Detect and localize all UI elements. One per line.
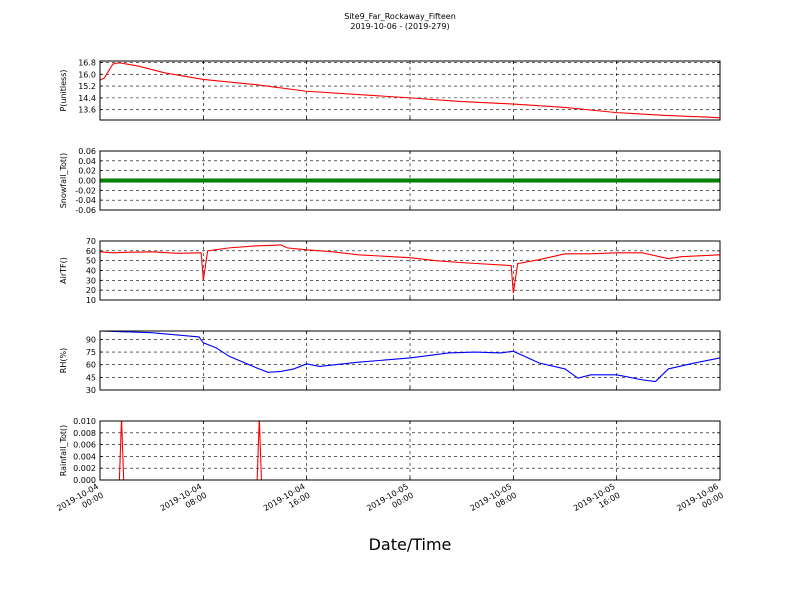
y-tick-label: 0.06: [78, 147, 96, 156]
y-tick-label: 0.04: [78, 157, 96, 166]
panels: 13.614.415.216.016.8P(unitless)-0.06-0.0…: [59, 58, 721, 485]
y-tick-label: 0.008: [73, 429, 96, 438]
y-axis-label: RH(%): [59, 348, 68, 373]
series-line: [100, 62, 720, 119]
y-tick-label: 0.00: [78, 177, 96, 186]
y-tick-label: 90: [86, 335, 96, 344]
panel-frame: [99, 150, 721, 211]
y-tick-label: 10: [86, 296, 96, 305]
series-4: [100, 421, 720, 480]
y-tick-label: 60: [86, 361, 96, 370]
series-3: [100, 331, 720, 383]
y-axis-label: P(unitless): [59, 69, 68, 111]
y-tick-label: 14.4: [78, 94, 96, 103]
series-line: [100, 244, 720, 294]
chart-subtitle: 2019-10-06 - (2019-279): [350, 22, 449, 31]
y-tick-label: 0.004: [73, 452, 96, 461]
x-axis-label: Date/Time: [369, 535, 452, 554]
y-tick-label: 0.000: [73, 476, 96, 485]
panel-frame: [99, 330, 721, 391]
y-tick-label: 30: [86, 386, 96, 395]
panel-4: 0.000 0.002 0.004 0.006 0.008 0.010 Rainfall_T…: [59, 417, 721, 485]
y-tick-label: 16.8: [78, 58, 96, 67]
y-tick-label: 45: [86, 373, 96, 382]
y-tick-label: 20: [86, 286, 96, 295]
y-tick-label: 40: [86, 267, 96, 276]
y-tick-label: 0.002: [73, 464, 96, 473]
y-tick-label: 13.6: [78, 106, 96, 115]
y-tick-label: 50: [86, 257, 96, 266]
panel-frame: [99, 60, 721, 121]
y-tick-label: -0.02: [75, 186, 96, 195]
y-tick-label: 30: [86, 276, 96, 285]
data-point: [717, 178, 720, 183]
y-tick-label: 15.2: [78, 82, 96, 91]
series-1: [100, 178, 720, 183]
y-tick-label: 16.0: [78, 70, 96, 79]
y-tick-label: 0.02: [78, 167, 96, 176]
panel-frame: [99, 420, 721, 481]
y-tick-label: 60: [86, 247, 96, 256]
series-line: [100, 421, 720, 480]
series-2: [100, 244, 720, 294]
y-axis-label: Snowfall_Tot(): [59, 153, 68, 209]
y-tick-label: -0.04: [75, 196, 96, 205]
y-tick-label: 75: [86, 348, 96, 357]
y-tick-label: 0.006: [73, 441, 96, 450]
y-tick-label: -0.06: [75, 206, 96, 215]
series-line: [100, 331, 720, 383]
panel-frame: [99, 240, 721, 301]
y-axis-label: AirTF(): [59, 257, 68, 284]
panel-1: -0.06-0.04-0.020.000.020.040.06 Snowfall_…: [59, 147, 721, 215]
panel-3: 30 45 60 75 90 RH(%): [59, 330, 721, 395]
panel-0: 13.6 14.4 15.2 16.0 16.8 P(unitless): [59, 58, 721, 121]
y-axis-label: Rainfall_Tot(): [59, 425, 68, 477]
y-tick-label: 0.010: [73, 417, 96, 426]
chart-title: Site9_Far_Rockaway_Fifteen: [344, 12, 456, 21]
series-0: [100, 62, 720, 119]
y-tick-label: 70: [86, 237, 96, 246]
